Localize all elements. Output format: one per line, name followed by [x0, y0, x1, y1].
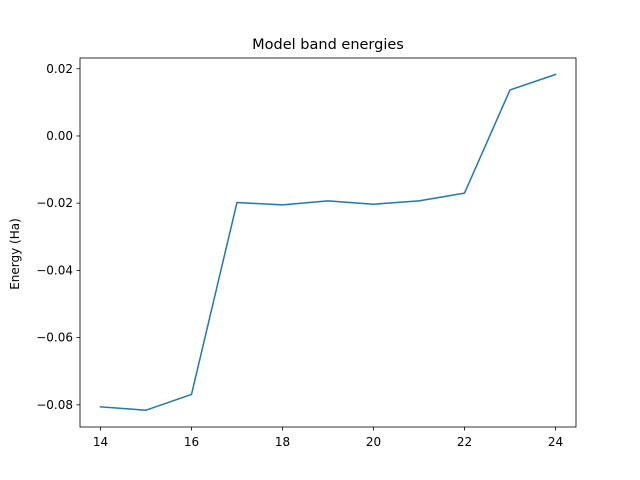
y-tick-label: −0.02 [36, 196, 73, 210]
x-tick-label: 18 [275, 435, 290, 449]
x-tick-label: 24 [548, 435, 563, 449]
x-tick-label: 22 [457, 435, 472, 449]
y-tick-label: −0.08 [36, 398, 73, 412]
y-tick-label: −0.06 [36, 331, 73, 345]
axes-frame [79, 57, 577, 428]
chart-title: Model band energies [252, 37, 404, 53]
y-tick-label: 0.02 [46, 62, 73, 76]
y-tick-label: −0.04 [36, 263, 73, 277]
plot-area: 14 16 18 20 22 24 −0.08 −0.06 −0.04 −0.02 0.00 0.02 [36, 57, 577, 449]
x-tick-label: 20 [366, 435, 381, 449]
y-axis-label: Energy (Ha) [8, 218, 22, 290]
y-tick-label: 0.00 [46, 129, 73, 143]
series-line-0 [99, 73, 557, 411]
x-tick-label: 16 [184, 435, 199, 449]
x-tick-label: 14 [93, 435, 108, 449]
